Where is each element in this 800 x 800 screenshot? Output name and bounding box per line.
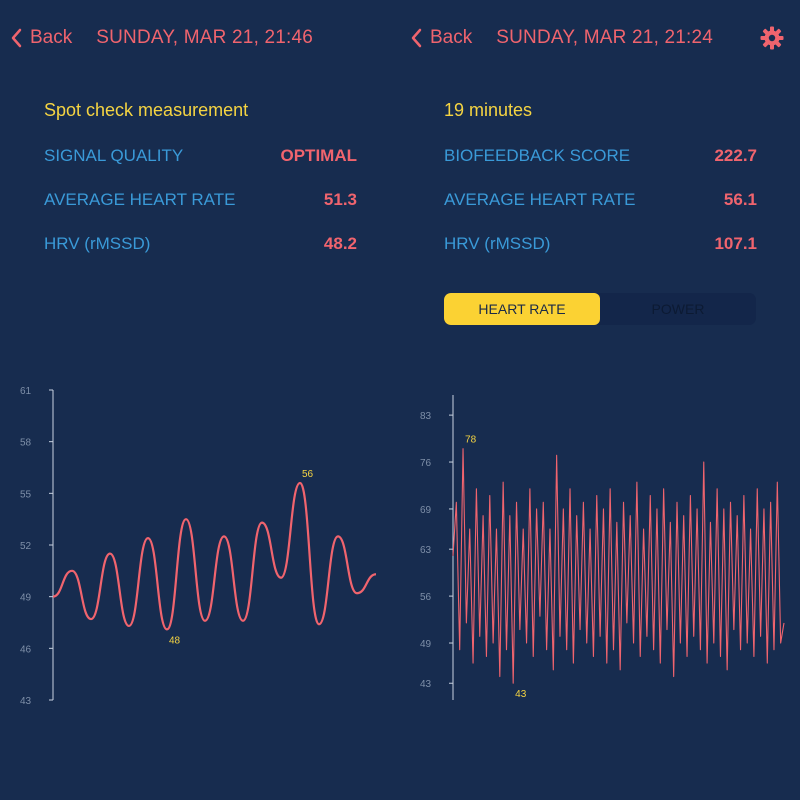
metric-row: SIGNAL QUALITY OPTIMAL: [44, 146, 357, 190]
right-subtitle: 19 minutes: [444, 100, 533, 120]
y-tick-label: 69: [420, 505, 432, 516]
metric-label: BIOFEEDBACK SCORE: [444, 146, 631, 165]
tab-heart-rate[interactable]: HEART RATE: [444, 293, 600, 325]
metric-value: 56.1: [723, 190, 757, 209]
y-tick-label: 55: [20, 489, 32, 500]
right-heart-rate-chart: 43 49 56 63 69 76 83 78 43: [420, 395, 785, 700]
y-tick-label: 58: [20, 438, 32, 449]
max-value-annotation: 78: [465, 435, 477, 446]
heart-rate-series-line: [452, 448, 785, 684]
chevron-left-icon: [11, 28, 22, 48]
right-summary: 19 minutes BIOFEEDBACK SCORE 222.7 AVERA…: [444, 100, 757, 278]
metric-row: HRV (rMSSD) 107.1: [444, 234, 757, 278]
y-tick-label: 46: [20, 644, 32, 655]
left-header: Back SUNDAY, MAR 21, 21:46: [10, 24, 313, 52]
y-tick-label: 61: [20, 386, 32, 397]
y-tick-label: 63: [420, 545, 432, 556]
y-tick-label: 52: [20, 541, 32, 552]
y-tick-label: 83: [420, 411, 432, 422]
y-tick-label: 49: [20, 593, 32, 604]
metric-row: AVERAGE HEART RATE 56.1: [444, 190, 757, 234]
right-date-title: SUNDAY, MAR 21, 21:24: [496, 27, 714, 48]
left-summary: Spot check measurement SIGNAL QUALITY OP…: [44, 100, 357, 278]
chart-mode-toggle[interactable]: HEART RATE POWER: [444, 293, 756, 325]
metric-label: AVERAGE HEART RATE: [44, 190, 236, 209]
heart-rate-series-line: [52, 481, 377, 631]
left-subtitle: Spot check measurement: [44, 100, 249, 120]
chevron-left-icon: [411, 28, 422, 48]
y-tick-label: 76: [420, 458, 432, 469]
metric-value: 48.2: [323, 234, 357, 253]
metric-value: 222.7: [714, 146, 757, 165]
metric-label: HRV (rMSSD): [444, 234, 551, 253]
right-back-label: Back: [430, 27, 473, 48]
y-tick-label: 56: [420, 592, 432, 603]
metric-row: BIOFEEDBACK SCORE 222.7: [444, 146, 757, 190]
metric-value: 107.1: [714, 234, 757, 253]
metric-value: OPTIMAL: [280, 146, 358, 165]
metric-row: HRV (rMSSD) 48.2: [44, 234, 357, 278]
metric-label: SIGNAL QUALITY: [44, 146, 184, 165]
gear-icon[interactable]: [760, 26, 784, 50]
right-back-button[interactable]: Back: [410, 27, 472, 49]
metric-row: AVERAGE HEART RATE 51.3: [44, 190, 357, 234]
metric-label: AVERAGE HEART RATE: [444, 190, 636, 209]
y-tick-label: 43: [20, 696, 32, 707]
left-back-label: Back: [30, 27, 73, 48]
y-tick-label: 49: [420, 639, 432, 650]
metric-label: HRV (rMSSD): [44, 234, 151, 253]
right-header: Back SUNDAY, MAR 21, 21:24: [410, 24, 713, 52]
min-value-annotation: 43: [515, 689, 527, 700]
metric-value: 51.3: [323, 190, 357, 209]
tab-power[interactable]: POWER: [651, 301, 705, 317]
left-heart-rate-chart: 43 46 49 52 55 58 61 48 56: [20, 386, 377, 707]
left-date-title: SUNDAY, MAR 21, 21:46: [96, 27, 314, 48]
min-value-annotation: 48: [169, 635, 181, 646]
left-back-button[interactable]: Back: [10, 27, 72, 49]
max-value-annotation: 56: [302, 469, 314, 480]
y-tick-label: 43: [420, 679, 432, 690]
